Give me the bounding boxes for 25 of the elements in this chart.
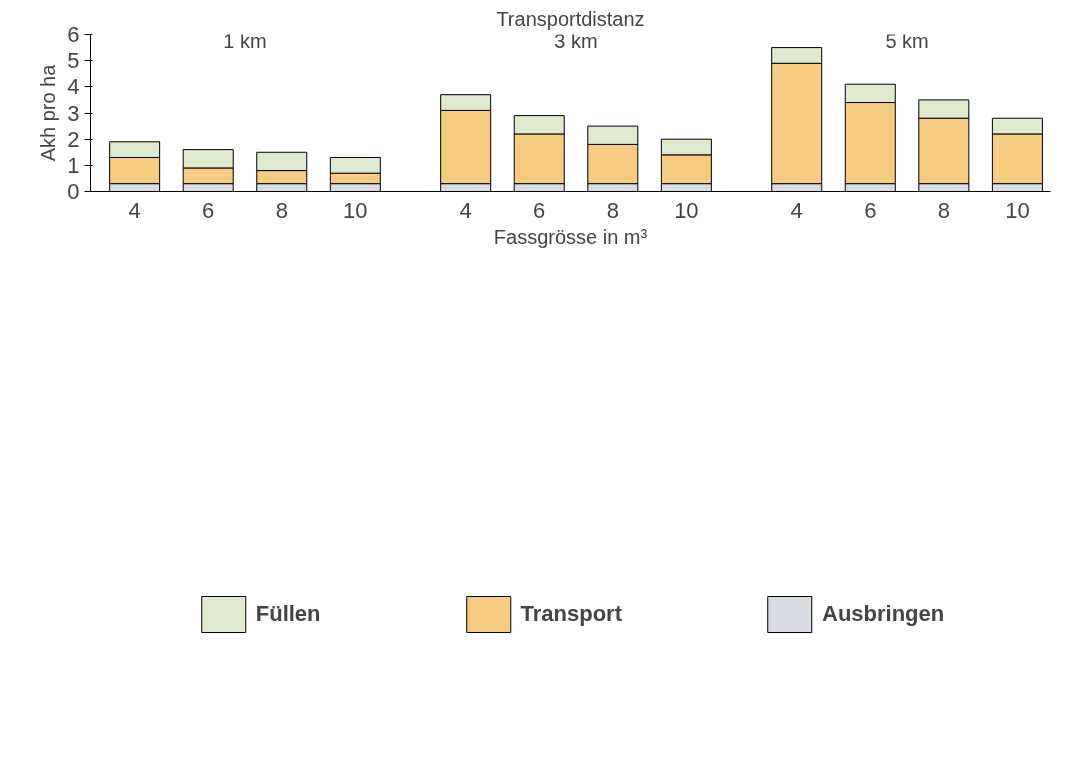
x-tick-label: 8: [275, 197, 288, 223]
x-tick-label: 10: [674, 197, 699, 223]
legend-label: Ausbringen: [822, 600, 945, 627]
y-tick-label: 2: [67, 126, 80, 152]
legend-label: Transport: [520, 600, 623, 627]
y-tick-label: 3: [67, 100, 80, 126]
x-axis-title: Fassgrösse in m³: [493, 225, 648, 248]
x-tick-label: 6: [533, 197, 546, 223]
x-tick-label: 10: [343, 197, 368, 223]
y-axis-title: Akh pro ha: [37, 63, 60, 162]
x-tick-label: 4: [128, 197, 141, 223]
x-tick-label: 4: [790, 197, 803, 223]
y-tick-label: 4: [67, 74, 80, 100]
x-tick-label: 6: [864, 197, 877, 223]
x-tick-label: 8: [606, 197, 619, 223]
y-tick-label: 1: [67, 152, 80, 178]
x-tick-label: 4: [459, 197, 472, 223]
y-tick-label: 5: [67, 48, 80, 74]
x-tick-label: 8: [937, 197, 950, 223]
x-tick-label: 10: [1005, 197, 1030, 223]
legend-label: Füllen: [255, 600, 321, 627]
y-tick-label: 6: [67, 22, 80, 47]
x-tick-label: 6: [202, 197, 215, 223]
y-tick-label: 0: [67, 179, 80, 204]
chart-title: Transportdistanz: [496, 7, 645, 30]
